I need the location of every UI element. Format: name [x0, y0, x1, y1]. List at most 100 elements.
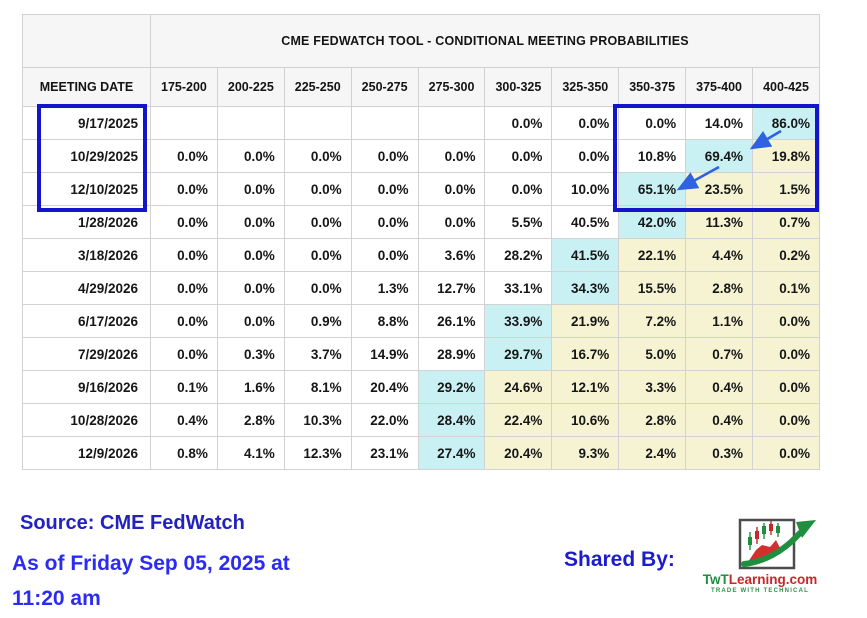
growth-arrow-icon [741, 530, 803, 567]
probability-cell: 0.0% [216, 271, 285, 305]
probability-cell: 0.0% [150, 205, 218, 239]
table-row: 4/29/2026 0.0% 0.0% 0.0% 1.3% 12.7% 33.1% 34.3%… [22, 271, 821, 305]
probability-cell: 0.2% [752, 238, 821, 272]
probability-cell: 2.8% [618, 403, 687, 437]
probability-cell: 24.6% [484, 370, 553, 404]
probability-cell: 4.4% [685, 238, 754, 272]
probability-cell: 0.1% [752, 271, 821, 305]
probability-cell: 1.6% [216, 370, 285, 404]
probability-cell: 22.1% [618, 238, 687, 272]
probability-cell: 0.0% [150, 238, 218, 272]
probability-cell: 0.0% [752, 370, 821, 404]
probability-cell: 2.8% [216, 403, 285, 437]
probability-cell: 0.0% [150, 139, 218, 173]
table-row: 9/17/2025 0.0% 0.0% 0.0% 14.0% 86.0% [22, 106, 821, 140]
rate-range-header: 300-325 [484, 67, 553, 107]
probability-cell [216, 106, 285, 140]
table-row: 10/28/2026 0.4% 2.8% 10.3% 22.0% 28.4% 22.4% 10… [22, 403, 821, 437]
rate-range-header: 200-225 [216, 67, 285, 107]
probability-cell: 4.1% [216, 436, 285, 470]
as-of-line1: As of Friday Sep 05, 2025 at [12, 552, 290, 575]
source-text: Source: CME FedWatch [20, 512, 245, 534]
probability-cell: 2.8% [685, 271, 754, 305]
rate-range-header: 175-200 [150, 67, 218, 107]
probability-cell: 0.0% [484, 139, 553, 173]
meeting-date-cell: 9/17/2025 [22, 106, 151, 140]
probability-cell: 0.0% [150, 337, 218, 371]
probability-cell: 0.0% [150, 271, 218, 305]
corner-cell [22, 14, 151, 68]
rate-range-header: 350-375 [618, 67, 687, 107]
probability-cell: 1.5% [752, 172, 821, 206]
logo-candlestick-chart-icon [738, 518, 816, 570]
meeting-date-cell: 4/29/2026 [22, 271, 151, 305]
probability-cell: 0.0% [752, 337, 821, 371]
probability-cell: 10.0% [551, 172, 620, 206]
probability-cell: 23.1% [350, 436, 419, 470]
fedwatch-table-wrap: CME FEDWATCH TOOL - CONDITIONAL MEETING … [22, 14, 821, 470]
probability-cell: 0.0% [283, 172, 352, 206]
meeting-date-cell: 9/16/2026 [22, 370, 151, 404]
meeting-date-cell: 7/29/2026 [22, 337, 151, 371]
probability-cell: 0.0% [150, 304, 218, 338]
probability-cell: 0.0% [484, 106, 553, 140]
probability-cell: 33.1% [484, 271, 553, 305]
probability-cell: 0.3% [685, 436, 754, 470]
probability-cell [283, 106, 352, 140]
probability-cell: 14.9% [350, 337, 419, 371]
table-row: 9/16/2026 0.1% 1.6% 8.1% 20.4% 29.2% 24.6% 12.1… [22, 370, 821, 404]
probability-cell: 16.7% [551, 337, 620, 371]
probability-cell: 0.0% [417, 205, 486, 239]
rate-range-header: 400-425 [752, 67, 821, 107]
probability-cell: 0.0% [484, 172, 553, 206]
probability-cell: 3.7% [283, 337, 352, 371]
probability-cell: 15.5% [618, 271, 687, 305]
probability-cell: 7.2% [618, 304, 687, 338]
probability-cell: 0.0% [618, 106, 687, 140]
probability-cell: 0.7% [685, 337, 754, 371]
probability-cell: 0.0% [551, 139, 620, 173]
meeting-date-cell: 12/9/2026 [22, 436, 151, 470]
probability-cell: 86.0% [752, 106, 821, 140]
probability-cell: 22.4% [484, 403, 553, 437]
table-row: 6/17/2026 0.0% 0.0% 0.9% 8.8% 26.1% 33.9% 21.9%… [22, 304, 821, 338]
probability-cell: 0.0% [216, 172, 285, 206]
meeting-date-cell: 12/10/2025 [22, 172, 151, 206]
rate-range-header: 275-300 [417, 67, 486, 107]
probability-cell: 0.0% [350, 139, 419, 173]
probability-cell: 0.3% [216, 337, 285, 371]
probability-cell: 0.0% [283, 238, 352, 272]
table-row: 7/29/2026 0.0% 0.3% 3.7% 14.9% 28.9% 29.7% 16.7… [22, 337, 821, 371]
probability-cell: 1.1% [685, 304, 754, 338]
as-of-line2: 11:20 am [12, 587, 101, 610]
probability-cell: 9.3% [551, 436, 620, 470]
as-of-text: As of Friday Sep 05, 2025 at 11:20 am [12, 546, 290, 616]
annotation-box-target-columns [613, 104, 819, 212]
probability-cell: 28.9% [417, 337, 486, 371]
probability-cell [350, 106, 419, 140]
meeting-date-cell: 6/17/2026 [22, 304, 151, 338]
probability-cell: 0.4% [685, 403, 754, 437]
meeting-date-cell: 10/29/2025 [22, 139, 151, 173]
probability-cell: 0.0% [551, 106, 620, 140]
probability-cell: 0.0% [216, 139, 285, 173]
probability-cell: 2.4% [618, 436, 687, 470]
meeting-date-cell: 10/28/2026 [22, 403, 151, 437]
probability-cell: 0.4% [150, 403, 218, 437]
probability-cell: 19.8% [752, 139, 821, 173]
rate-range-header: 225-250 [283, 67, 352, 107]
probability-cell: 1.3% [350, 271, 419, 305]
probability-cell: 26.1% [417, 304, 486, 338]
table-title: CME FEDWATCH TOOL - CONDITIONAL MEETING … [149, 14, 821, 68]
rate-range-header: 375-400 [685, 67, 754, 107]
probability-cell: 0.0% [350, 172, 419, 206]
probability-cell: 0.0% [283, 271, 352, 305]
rate-range-header: 250-275 [350, 67, 419, 107]
probability-cell: 65.1% [618, 172, 687, 206]
probability-cell: 10.6% [551, 403, 620, 437]
probability-cell: 8.1% [283, 370, 352, 404]
probability-cell: 3.3% [618, 370, 687, 404]
probability-cell: 12.7% [417, 271, 486, 305]
probability-cell: 3.6% [417, 238, 486, 272]
probability-cell: 0.1% [150, 370, 218, 404]
